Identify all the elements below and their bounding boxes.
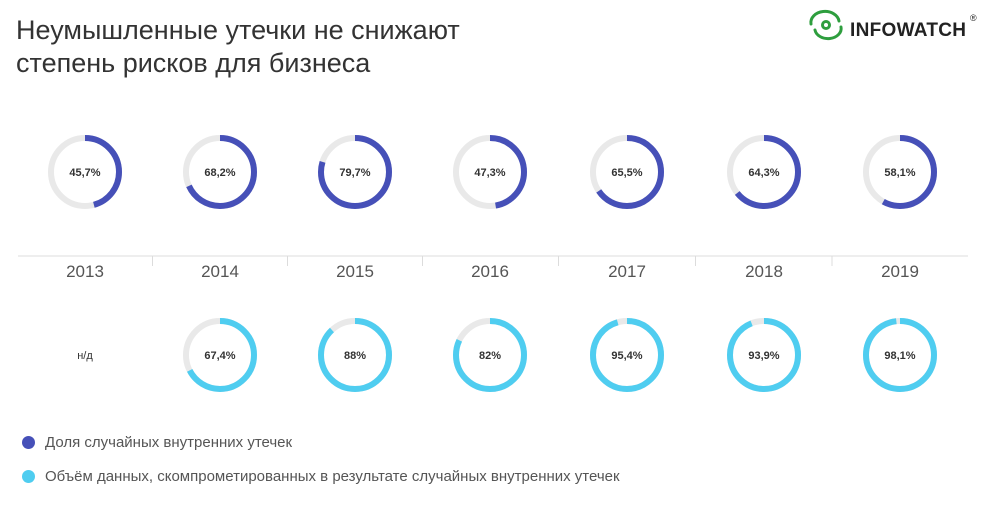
donut-value-label: 98,1%	[884, 350, 915, 362]
donut-arc	[183, 318, 257, 392]
year-tick-label: 2017	[608, 262, 646, 281]
chart-legend: Доля случайных внутренних утечек Объём д…	[22, 430, 620, 498]
donut-value-label: 67,4%	[204, 350, 235, 362]
legend-item-series-2: Объём данных, скомпрометированных в резу…	[22, 464, 620, 488]
donut-arc	[453, 135, 527, 209]
donut-value-label: 95,4%	[611, 350, 642, 362]
logo-wordmark: INFOWATCH	[850, 20, 967, 41]
donut-value-label: 82%	[479, 350, 501, 362]
donut-value-label: 47,3%	[474, 167, 505, 179]
legend-item-series-1: Доля случайных внутренних утечек	[22, 430, 620, 454]
donut-arc	[318, 318, 392, 392]
donut-arc	[590, 135, 664, 209]
donut-value-label: 58,1%	[884, 167, 915, 179]
year-tick-label: 2013	[66, 262, 104, 281]
donut-value-label: 45,7%	[69, 167, 100, 179]
year-tick-label: 2016	[471, 262, 509, 281]
chart-title-line-1: Неумышленные утечки не снижают	[16, 15, 460, 45]
year-tick-label: 2014	[201, 262, 239, 281]
donut-value-label: 93,9%	[748, 350, 779, 362]
donut-value-label: 68,2%	[204, 167, 235, 179]
donut-value-label: н/д	[77, 350, 93, 362]
donut-value-label: 65,5%	[611, 167, 642, 179]
chart-title-line-2: степень рисков для бизнеса	[16, 48, 371, 78]
legend-label: Доля случайных внутренних утечек	[45, 433, 293, 451]
donut-arc	[863, 135, 937, 209]
donut-value-label: 88%	[344, 350, 366, 362]
legend-marker	[22, 435, 35, 449]
donut-arc	[727, 318, 801, 392]
year-tick-label: 2015	[336, 262, 374, 281]
logo-registered-mark: ®	[970, 13, 977, 23]
donut-value-label: 64,3%	[748, 167, 779, 179]
eye-icon	[809, 9, 843, 41]
donut-arc	[48, 135, 122, 209]
donut-value-label: 79,7%	[339, 167, 370, 179]
donut-arc	[590, 318, 664, 392]
donut-arc	[183, 135, 257, 209]
donut-arc	[727, 135, 801, 209]
legend-label: Объём данных, скомпрометированных в резу…	[45, 467, 620, 485]
donut-arc	[318, 135, 392, 209]
donut-arc	[863, 318, 937, 392]
donut-arc	[453, 318, 527, 392]
legend-marker	[22, 469, 35, 483]
year-tick-label: 2018	[745, 262, 783, 281]
chart-title: Неумышленные утечки не снижают степень р…	[16, 14, 636, 80]
year-tick-label: 2019	[881, 262, 919, 281]
